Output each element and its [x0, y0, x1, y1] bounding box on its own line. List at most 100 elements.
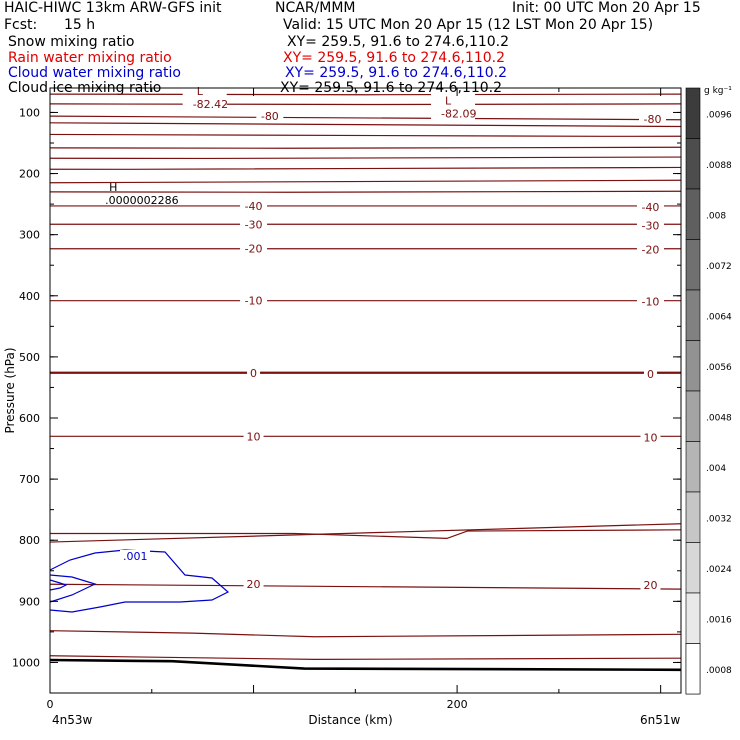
isotherm-label-10-left-bg	[243, 429, 264, 443]
field-cloudwater-xy: XY= 259.5, 91.6 to 274.6,110.2	[285, 65, 508, 81]
contour-labels: -80 -80 -40 -40 -30 -30 -20 -20 -10 -10 0 0 10 10 20 20…	[105, 84, 667, 592]
isotherm--80	[50, 146, 681, 149]
init-time: Init: 00 UTC Mon 20 Apr 15	[512, 0, 701, 16]
isotherm-label-neg80-left: -80	[261, 110, 279, 123]
terrain-surface-line	[50, 658, 681, 672]
cloud-water-label: .001	[123, 550, 148, 563]
y-tick-label: 400	[19, 290, 40, 303]
isotherm-label-0-left-bg	[247, 365, 261, 379]
extremum-bg-0	[182, 84, 227, 113]
isotherm--80	[50, 190, 681, 193]
isotherm-label--40-right-bg	[636, 199, 664, 213]
colorbar-label: .0088	[706, 161, 732, 171]
isotherm-label--30-left-bg	[240, 217, 268, 231]
cloud-water-contour	[50, 549, 230, 613]
colorbar-units: g kg⁻¹	[704, 86, 732, 96]
isotherm-20	[50, 529, 681, 539]
isotherm--80	[50, 103, 681, 106]
extremum-value-2: .0000002286	[105, 194, 178, 207]
colorbar-label: .0056	[706, 363, 732, 373]
y-tick-label: 900	[19, 595, 40, 608]
isotherm-label-20-right: 20	[643, 579, 657, 592]
isotherm-label--10-left: -10	[245, 295, 263, 308]
isotherm-label--40-left-bg	[240, 198, 268, 212]
isotherm-20	[50, 630, 681, 638]
isotherm-20	[50, 523, 681, 543]
forecast-label: Fcst:	[4, 17, 38, 33]
isotherm--80	[50, 115, 681, 121]
isotherm--80	[50, 166, 681, 170]
field-rain-xy: XY= 259.5, 91.6 to 274.6,110.2	[283, 50, 506, 66]
isotherm-label--20-left: -20	[245, 243, 263, 256]
extremum-value-1: -82.09	[441, 107, 476, 120]
y-tick-label: 200	[19, 168, 40, 181]
y-tick-label: 600	[19, 412, 40, 425]
organization: NCAR/MMM	[275, 0, 356, 16]
plot-frame	[49, 87, 682, 694]
isotherm--80	[50, 133, 681, 137]
colorbar-segment	[685, 340, 701, 392]
isotherm-label-20-left: 20	[247, 578, 261, 591]
isotherm-label-10-left: 10	[247, 430, 261, 443]
colorbar-segment	[685, 239, 701, 291]
isotherm-label--40-left: -40	[245, 200, 263, 213]
isotherm-label--10-right-bg	[636, 294, 664, 308]
field-cloudwater-name: Cloud water mixing ratio	[8, 65, 181, 81]
field-rain-name: Rain water mixing ratio	[8, 50, 172, 66]
x-tick-label: 200	[447, 698, 468, 711]
valid-time: Valid: 15 UTC Mon 20 Apr 15 (12 LST Mon …	[283, 17, 654, 33]
y-tick-label: 100	[19, 106, 40, 119]
colorbar-segment	[685, 188, 701, 240]
isotherm-label--30-left: -30	[245, 218, 263, 231]
colorbar-segment	[685, 390, 701, 442]
isotherm-label-20-left-bg	[243, 577, 264, 591]
colorbar-segment	[685, 289, 701, 341]
colorbar-label: .008	[706, 211, 726, 221]
y-axis-label: Pressure (hPa)	[3, 347, 17, 433]
isotherm-label--40-right: -40	[641, 201, 659, 214]
x-axis-label: Distance (km)	[308, 713, 392, 727]
isotherm--80	[50, 179, 681, 184]
cloud-water-contour-inner	[50, 574, 97, 603]
colorbar: .0096 .0088 .008 .0072 .0064 .0056 .0048 .004 .0…	[685, 86, 732, 695]
isotherm-label--10-right: -10	[641, 296, 659, 309]
extremum-type-2: H	[109, 181, 117, 194]
isotherm-20	[50, 655, 681, 660]
colorbar-label: .0008	[706, 666, 732, 676]
isotherm-label-neg80-right-bg	[639, 112, 667, 126]
extremum-type-0: L	[197, 85, 204, 98]
isotherm-label--20-left-bg	[240, 241, 268, 255]
colorbar-label: .0024	[706, 565, 732, 575]
extremum-bg-1	[431, 93, 476, 122]
right-endpoint-label: 6n51w	[640, 713, 681, 727]
model-title: HAIC-HIWC 13km ARW-GFS init	[4, 0, 222, 16]
extremum-value-0: -82.42	[193, 98, 228, 111]
x-tick-label: 0	[47, 698, 54, 711]
isotherm-label--20-right: -20	[641, 244, 659, 257]
isotherm-label-10-right-bg	[640, 430, 661, 444]
colorbar-segment	[685, 542, 701, 594]
isotherm-label-0-right-bg	[643, 366, 657, 380]
colorbar-label: .0064	[706, 312, 732, 322]
isotherm-label-neg80-left-bg	[256, 109, 284, 123]
isotherm-label--10-left-bg	[240, 293, 268, 307]
field-snow-xy: XY= 259.5, 91.6 to 274.6,110.2	[287, 34, 510, 50]
isotherm-label-10-right: 10	[643, 431, 657, 444]
colorbar-segment	[685, 138, 701, 190]
y-tick-label: 500	[19, 351, 40, 364]
colorbar-segment	[685, 491, 701, 543]
isotherm-label-0-left: 0	[250, 367, 257, 380]
isotherm-label--30-right: -30	[641, 219, 659, 232]
cloud-water-contour-core	[50, 579, 68, 591]
cloud-water-layer: .001	[50, 549, 230, 613]
y-tick-label: 800	[19, 534, 40, 547]
isotherm-label-neg80-right: -80	[644, 113, 662, 126]
y-tick-label: 700	[19, 473, 40, 486]
colorbar-label: .0072	[706, 262, 732, 272]
y-tick-label: 300	[19, 229, 40, 242]
colorbar-segment	[685, 441, 701, 493]
isotherm-label--30-right-bg	[636, 218, 664, 232]
colorbar-label: .0032	[706, 514, 732, 524]
